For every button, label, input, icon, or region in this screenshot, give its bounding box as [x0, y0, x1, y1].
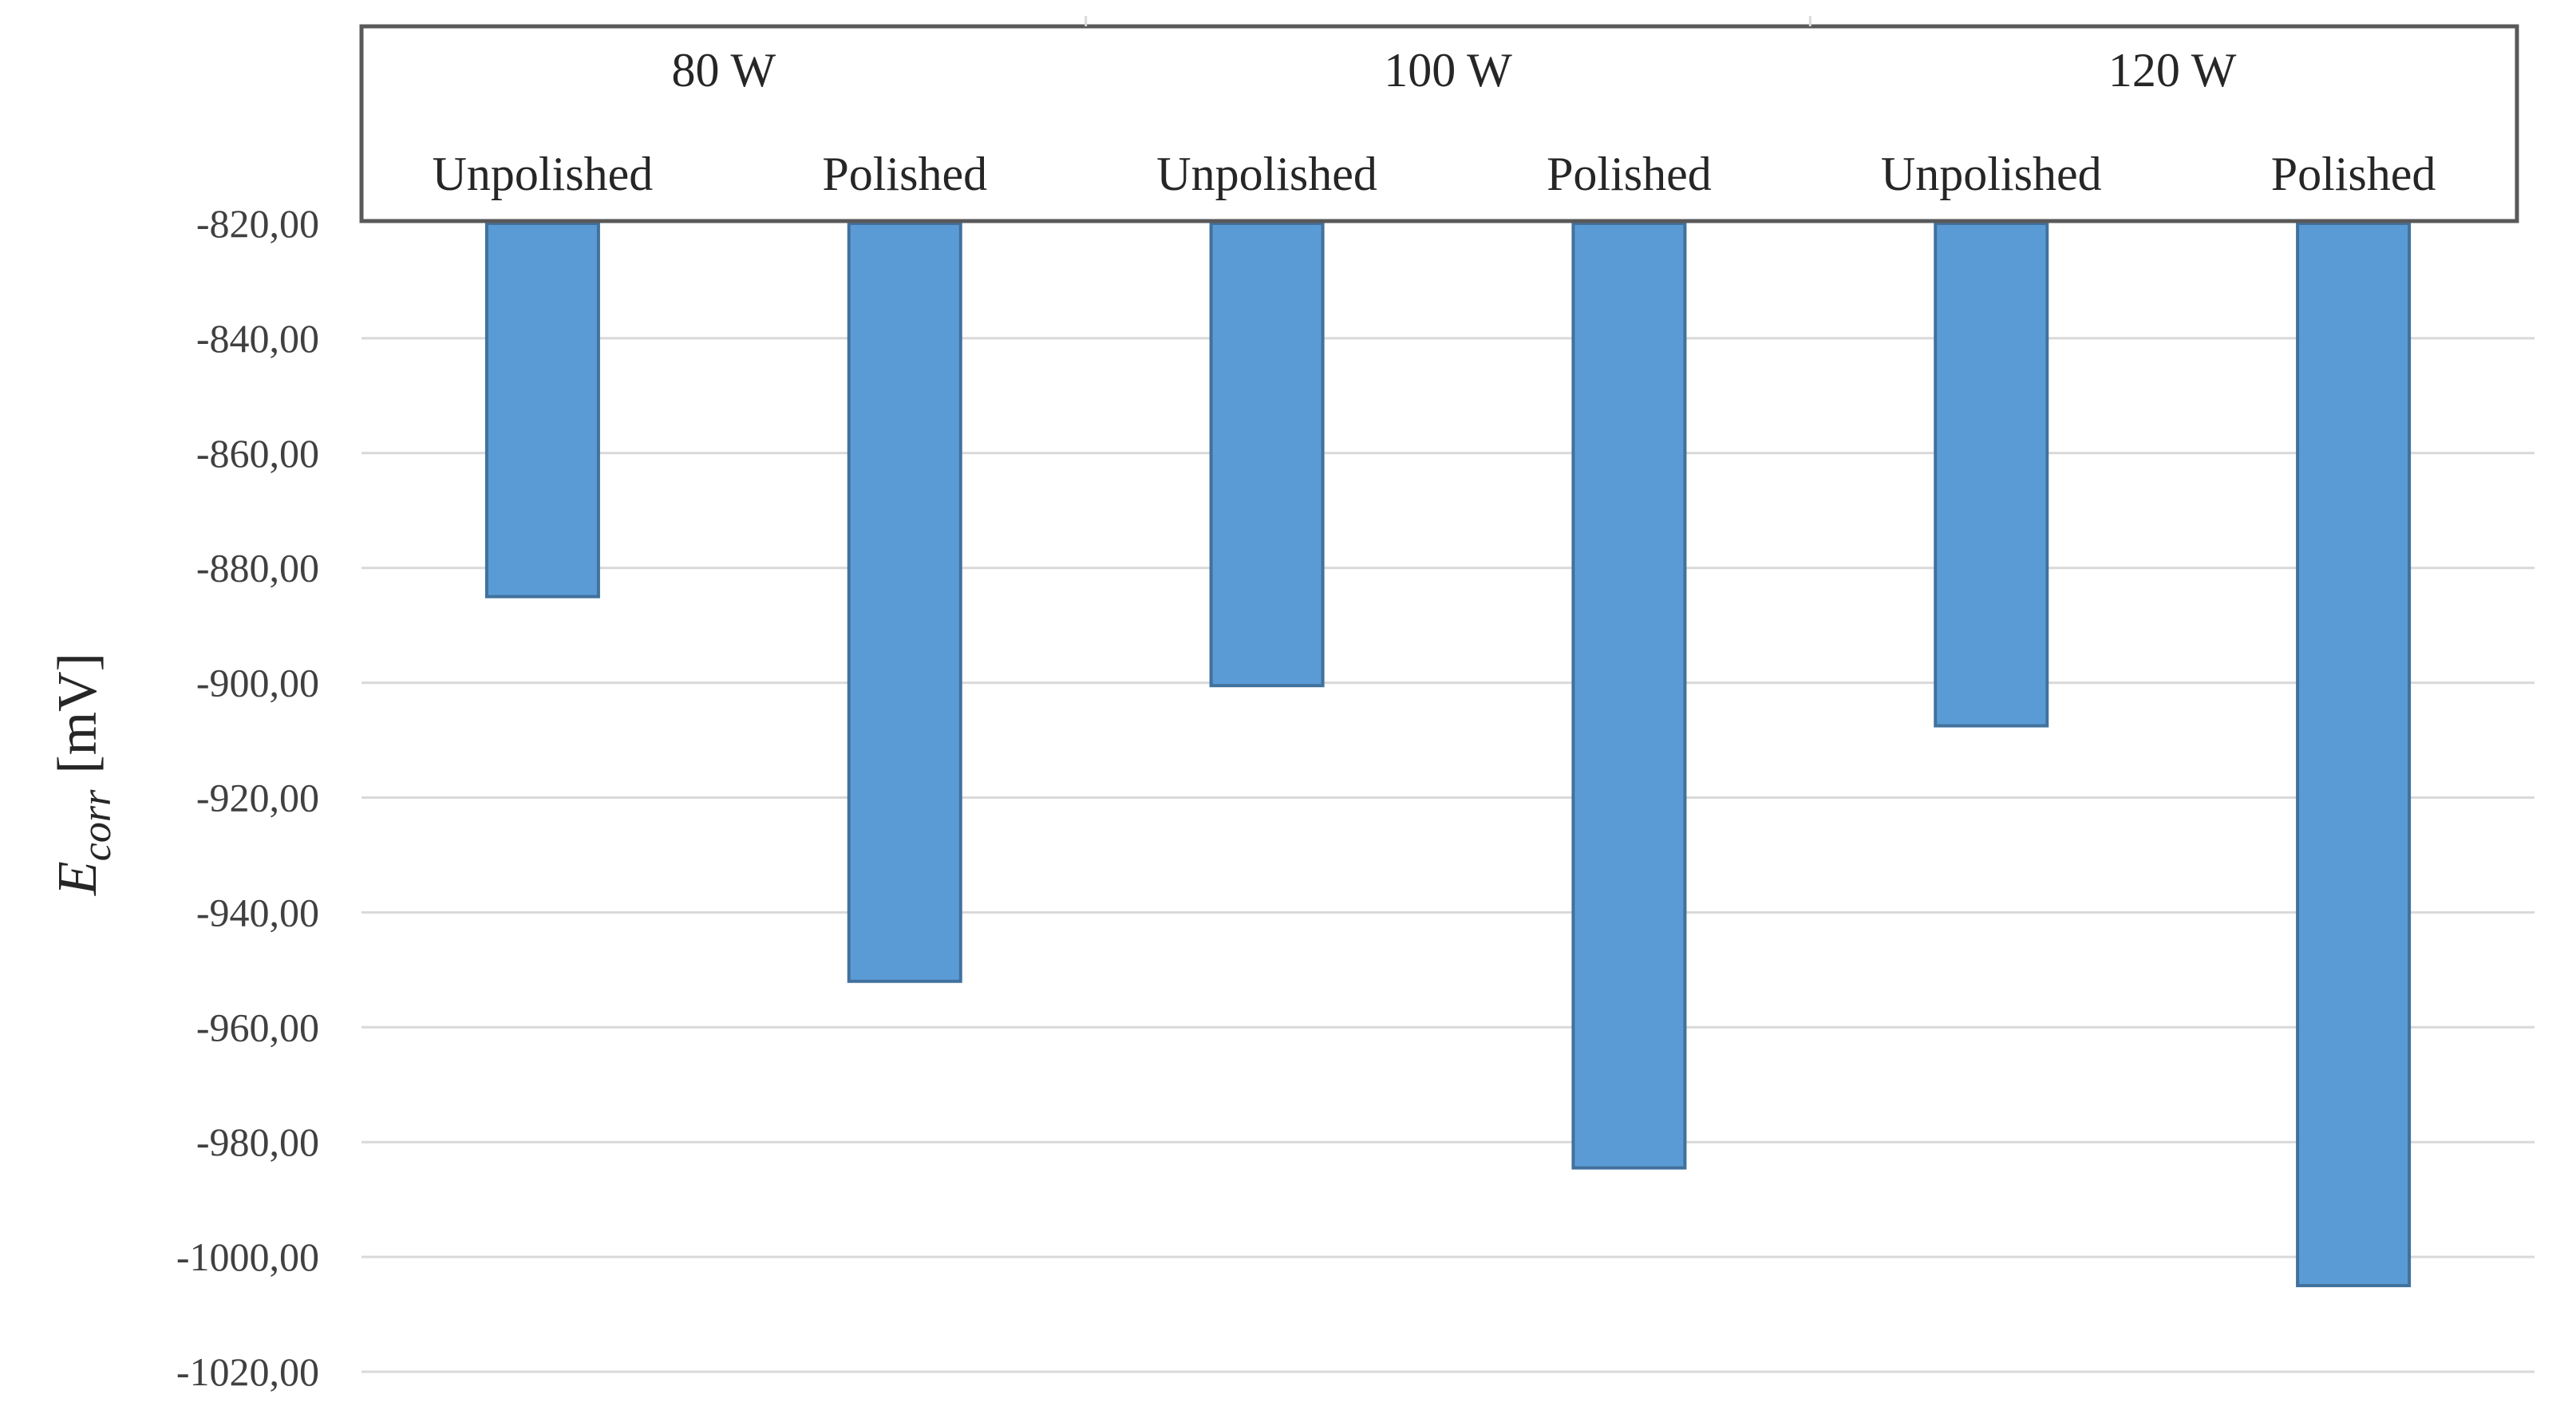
y-tick-label: -920,00 [196, 776, 319, 820]
y-tick-label: -840,00 [196, 316, 319, 361]
y-tick-label: -1020,00 [176, 1349, 319, 1394]
category-label: Unpolished [1156, 148, 1377, 200]
y-tick-label: -860,00 [196, 431, 319, 476]
category-label: Polished [2271, 148, 2436, 200]
y-tick-label: -900,00 [196, 661, 319, 705]
y-tick-label: -820,00 [196, 201, 319, 246]
bar-3 [1209, 222, 1325, 688]
bar-2 [847, 222, 962, 983]
bar-5 [1934, 222, 2049, 728]
y-tick-labels: -820,00 -840,00 -860,00 -880,00 -900,00 -920,… [176, 201, 319, 1394]
y-tick-label: -960,00 [196, 1005, 319, 1049]
bar-4 [1571, 222, 1687, 1170]
category-label: Unpolished [1881, 148, 2102, 200]
y-axis-label-unit: [mV] [47, 653, 109, 774]
y-tick-label: -1000,00 [176, 1234, 319, 1279]
category-label: Polished [1547, 148, 1712, 200]
group-label: 80 W [672, 44, 776, 97]
axis-labels: Unpolished Polished Unpolished Polished Unpo… [433, 16, 2436, 200]
y-axis-label-subscript: corr [74, 789, 120, 861]
gridlines [362, 337, 2535, 1373]
y-tick-label: -940,00 [196, 890, 319, 934]
category-label: Polished [822, 148, 987, 200]
y-axis-label: Ecorr [mV] [47, 653, 120, 896]
category-header-box [359, 24, 2519, 223]
y-tick-label: -980,00 [196, 1120, 319, 1164]
bar-6 [2296, 222, 2412, 1288]
group-label: 100 W [1384, 44, 1512, 97]
y-tick-label: -880,00 [196, 546, 319, 591]
group-label: 120 W [2108, 44, 2237, 97]
category-label: Unpolished [433, 148, 654, 200]
y-axis-label-symbol: E [47, 861, 109, 896]
category-header [359, 24, 2519, 223]
bars [484, 222, 2412, 1288]
bar-1 [484, 222, 600, 598]
